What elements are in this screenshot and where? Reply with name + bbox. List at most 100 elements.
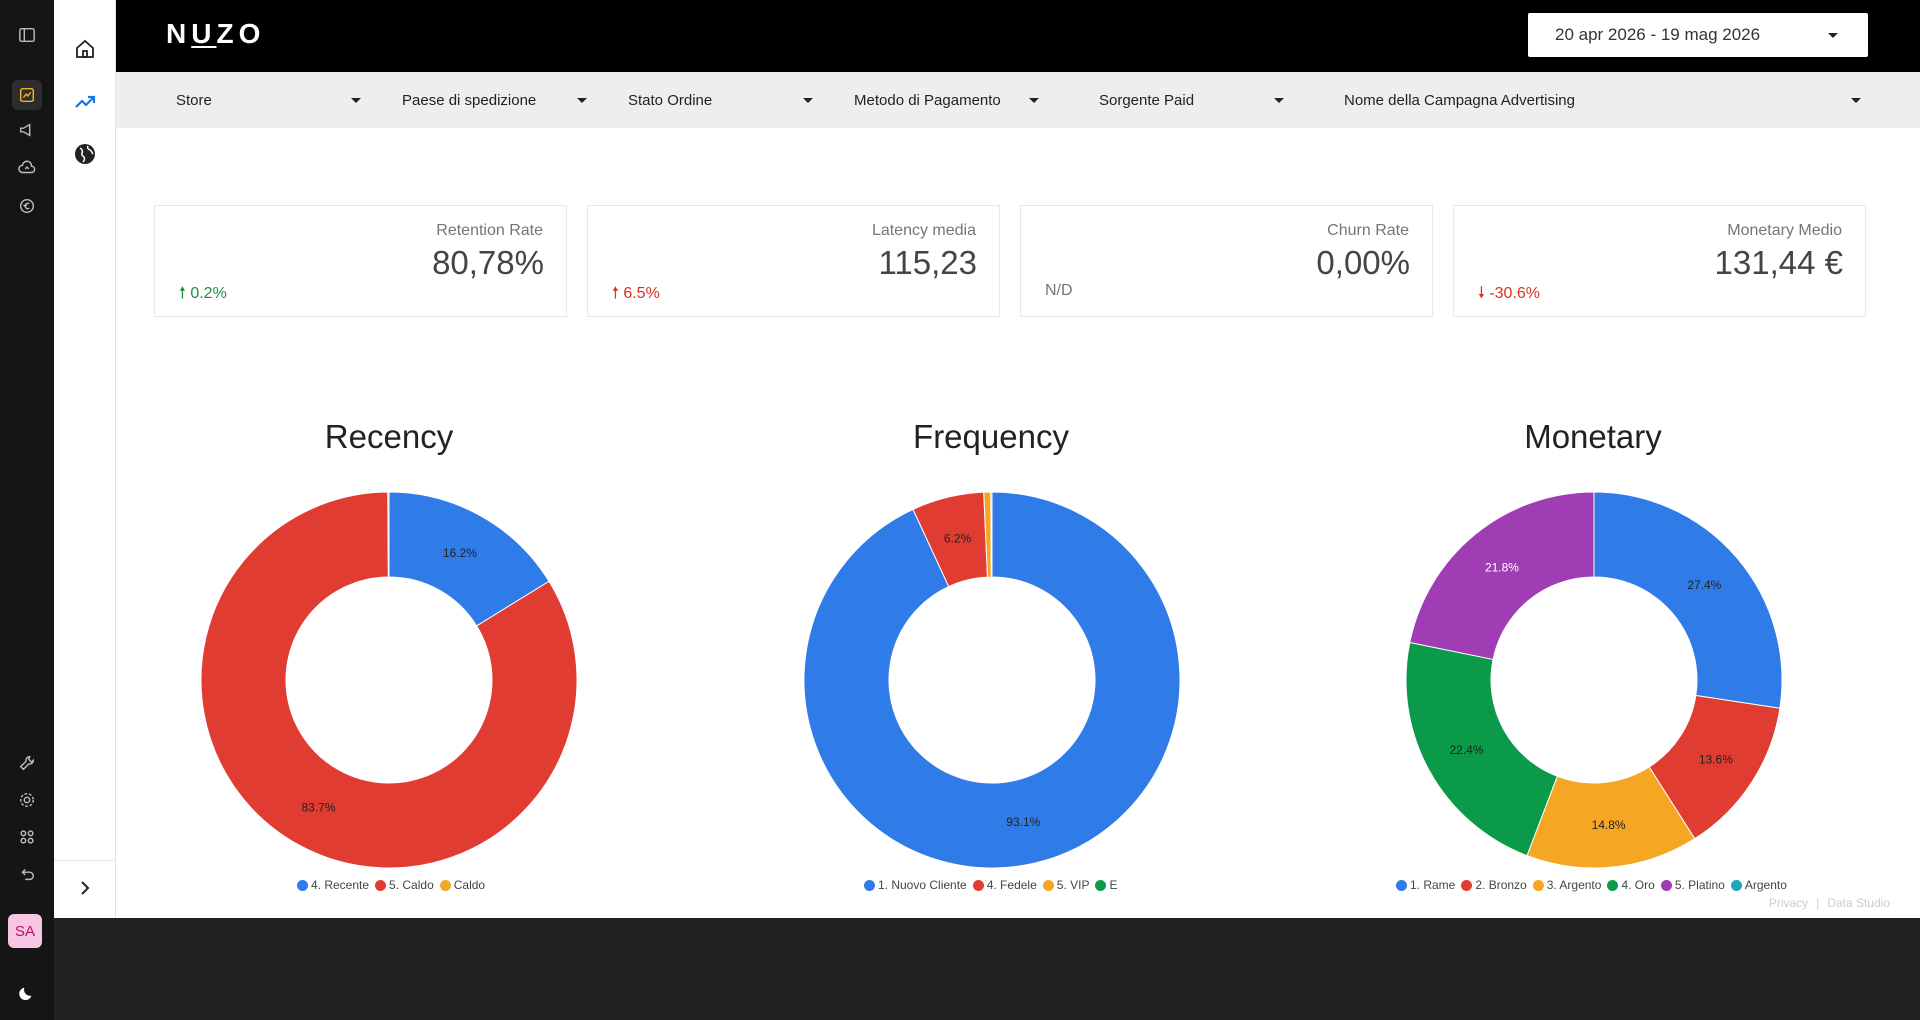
apps-icon[interactable] <box>12 822 42 852</box>
trending-up-icon[interactable] <box>70 87 100 117</box>
footer-background <box>54 918 1920 1020</box>
slice-label: 14.8% <box>1592 818 1626 832</box>
legend-dot <box>1607 879 1619 891</box>
privacy-link[interactable]: Privacy <box>1768 896 1809 910</box>
undo-icon[interactable] <box>12 859 42 889</box>
report-frame: NUZO 20 apr 2026 - 19 mag 2026 Store Pae… <box>54 0 1920 918</box>
kpi-card-retention: Retention Rate 80,78% 🠕 0.2% <box>154 205 567 317</box>
legend-dot <box>972 879 984 891</box>
legend-item[interactable]: E <box>1095 878 1117 892</box>
kpi-value: 80,78% <box>432 244 544 281</box>
legend-dot <box>1396 879 1407 891</box>
dark-mode-icon[interactable] <box>12 978 42 1008</box>
caret-down-icon <box>1828 33 1838 38</box>
legend-label: 1. Nuovo Cliente <box>878 878 967 892</box>
chevron-right-icon[interactable] <box>70 873 100 903</box>
frequency-donut-chart: 93.1% 6.2% <box>803 491 1181 869</box>
globe-icon[interactable] <box>70 139 100 169</box>
frequency-legend: 1. Nuovo Cliente 4. Fedele 5. VIP E <box>864 878 1117 892</box>
donut-slice[interactable] <box>1409 491 1595 661</box>
legend-item[interactable]: 5. Platino <box>1660 878 1725 892</box>
arrow-up-icon: 🠕 <box>179 285 186 302</box>
legend-item[interactable]: 5. VIP <box>1042 878 1090 892</box>
euro-icon[interactable] <box>12 191 42 221</box>
filter-store[interactable]: Store <box>176 72 361 128</box>
caret-down-icon <box>577 98 587 103</box>
legend-label: 3. Argento <box>1546 878 1602 892</box>
legend-dot <box>864 879 875 891</box>
donut-slice[interactable] <box>200 491 578 869</box>
chart-title-recency: Recency <box>324 418 454 455</box>
legend-dot <box>1730 879 1742 891</box>
slice-label: 13.6% <box>1699 753 1733 767</box>
legend-label: 1. Rame <box>1410 878 1456 892</box>
legend-item[interactable]: 2. Bronzo <box>1461 878 1527 892</box>
caret-down-icon <box>1274 98 1284 103</box>
legend-item[interactable]: 5. Caldo <box>375 878 434 892</box>
wrench-icon[interactable] <box>12 748 42 778</box>
report-header: NUZO 20 apr 2026 - 19 mag 2026 <box>116 0 1920 72</box>
legend-item[interactable]: 4. Oro <box>1607 878 1655 892</box>
filter-paese-spedizione[interactable]: Paese di spedizione <box>402 72 587 128</box>
legend-item[interactable]: 4. Fedele <box>972 878 1037 892</box>
kpi-delta: 🠗 -30.6% <box>1478 285 1541 302</box>
brand-logo: NUZO <box>166 18 266 49</box>
slice-label: 83.7% <box>301 800 335 814</box>
donut-slice[interactable] <box>990 491 993 578</box>
legend-label: 5. Caldo <box>389 878 434 892</box>
legend-item[interactable]: 1. Rame <box>1396 878 1455 892</box>
legend-label: 4. Recente <box>311 878 370 892</box>
legend-item[interactable]: 3. Argento <box>1532 878 1602 892</box>
filter-campagna-label: Nome della Campagna Advertising <box>1344 91 1575 109</box>
kpi-label: Retention Rate <box>436 222 543 239</box>
slice-label: 16.2% <box>443 546 477 560</box>
kpi-value: 0,00% <box>1316 244 1410 281</box>
donut-slice[interactable] <box>387 491 390 578</box>
kpi-card-latency: Latency media 115,23 🠕 6.5% <box>587 205 1000 317</box>
data-studio-link[interactable]: Data Studio <box>1827 896 1890 910</box>
kpi-value: 115,23 <box>878 244 977 281</box>
filter-metodo-pagamento[interactable]: Metodo di Pagamento <box>854 72 1039 128</box>
user-avatar[interactable]: SA <box>8 914 42 948</box>
app-sidebar: SA <box>0 0 54 1020</box>
legend-item[interactable]: 1. Nuovo Cliente <box>864 878 967 892</box>
filter-campagna[interactable]: Nome della Campagna Advertising <box>1344 72 1861 128</box>
legend-dot <box>1095 879 1107 891</box>
kpi-delta: 🠕 0.2% <box>179 285 227 302</box>
settings-icon[interactable] <box>12 785 42 815</box>
date-range-picker[interactable]: 20 apr 2026 - 19 mag 2026 <box>1528 13 1868 57</box>
legend-label: Argento <box>1744 878 1787 892</box>
legend-label: 4. Fedele <box>986 878 1037 892</box>
filter-stato-ordine[interactable]: Stato Ordine <box>628 72 813 128</box>
caret-down-icon <box>1029 98 1039 103</box>
legend-label: 4. Oro <box>1621 878 1655 892</box>
monetary-donut-chart: 27.4% 13.6% 14.8% 22.4% 21.8% <box>1405 491 1783 869</box>
chart-title-frequency: Frequency <box>913 418 1069 455</box>
legend-item[interactable]: Argento <box>1730 878 1787 892</box>
home-icon[interactable] <box>70 34 100 64</box>
arrow-up-icon: 🠕 <box>612 285 619 302</box>
filter-sorgente-paid[interactable]: Sorgente Paid <box>1099 72 1284 128</box>
panel-toggle-icon[interactable] <box>12 20 42 50</box>
kpi-value: 131,44 € <box>1714 244 1843 281</box>
donut-slice[interactable] <box>1593 491 1783 709</box>
legend-dot <box>1532 879 1544 891</box>
analytics-icon[interactable] <box>12 80 42 110</box>
caret-down-icon <box>1851 98 1861 103</box>
filter-bar: Store Paese di spedizione Stato Ordine M… <box>116 72 1920 128</box>
cloud-upload-icon[interactable] <box>12 153 42 183</box>
legend-label: 5. Platino <box>1674 878 1725 892</box>
donut-slice[interactable] <box>1405 641 1558 857</box>
legend-item[interactable]: Caldo <box>439 878 485 892</box>
legend-label: 5. VIP <box>1056 878 1090 892</box>
legend-item[interactable]: 4. Recente <box>297 878 369 892</box>
megaphone-icon[interactable] <box>12 115 42 145</box>
donut-slice[interactable] <box>803 491 1181 869</box>
slice-label: 27.4% <box>1687 578 1721 592</box>
kpi-delta: 🠕 6.5% <box>612 285 660 302</box>
legend-dot <box>1660 879 1672 891</box>
monetary-legend: 1. Rame 2. Bronzo 3. Argento 4. Oro 5. Plati… <box>1396 878 1787 892</box>
legend-label: E <box>1109 878 1118 892</box>
kpi-card-churn: Churn Rate 0,00% N/D <box>1020 205 1433 317</box>
slice-label: 21.8% <box>1485 560 1519 574</box>
